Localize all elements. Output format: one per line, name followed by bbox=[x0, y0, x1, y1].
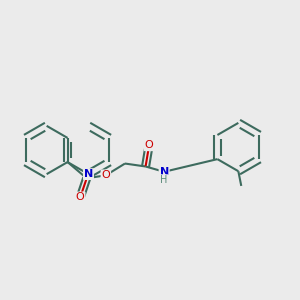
Text: N: N bbox=[160, 167, 169, 177]
Text: H: H bbox=[160, 175, 168, 185]
Text: O: O bbox=[101, 170, 110, 180]
Text: O: O bbox=[145, 140, 154, 150]
Text: O: O bbox=[76, 192, 85, 203]
Text: N: N bbox=[84, 169, 93, 179]
